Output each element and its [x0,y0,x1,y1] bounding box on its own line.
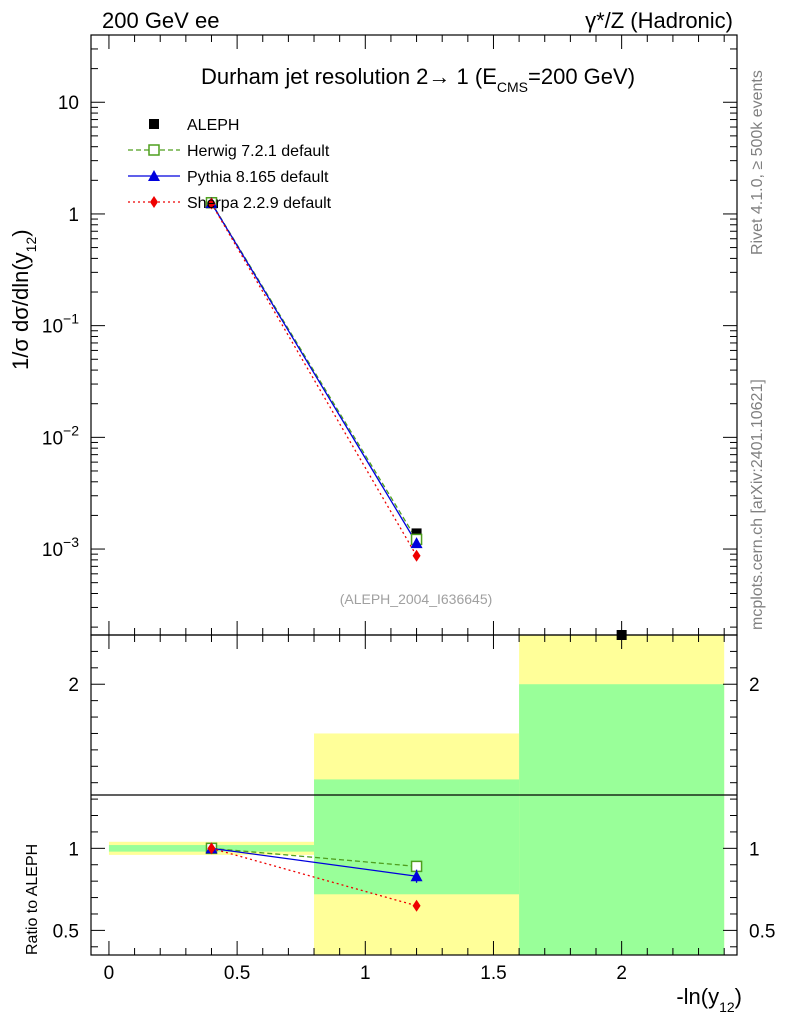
x-tick-label: 0 [104,963,115,984]
y-tick-label: 10−3 [42,534,79,561]
rivet-info: Rivet 4.1.0, ≥ 500k events [749,70,766,255]
legend: ALEPH Herwig 7.2.1 default Pythia 8.165 de… [128,117,332,212]
ylabel-sub: 12 [23,237,39,253]
legend-label-sherpa: Sherpa 2.2.9 default [187,195,332,212]
x-tick-label: 1 [360,963,371,984]
pythia-ratio-line [211,847,417,877]
y-tick-base: 10 [42,540,63,561]
y-axis-label: 1/σ dσ/dln(y12) [8,229,39,370]
y-tick-base: 10 [58,93,79,114]
title-main: Durham jet resolution 2→ 1 (E [201,64,497,89]
xlabel-main: -ln(y [676,984,719,1009]
ratio-tick-label-right: 1 [749,839,760,860]
ratio-tick-label-left: 0.5 [53,921,79,942]
xlabel-sub: 12 [719,999,735,1015]
title-tail: =200 GeV) [528,64,635,89]
y-tick-label: 10−2 [42,422,79,449]
x-tick-label: 1.5 [480,963,506,984]
main-series [205,196,627,640]
pythia-line [210,202,418,544]
y-tick-exponent: −2 [63,422,79,438]
ratio-tick-label-left: 1 [68,839,79,860]
analysis-tag: (ALEPH_2004_I636645) [340,591,493,607]
y-tick-label: 10 [58,93,79,114]
legend-label-data: ALEPH [187,117,239,134]
chart-title: Durham jet resolution 2→ 1 (ECMS=200 GeV… [201,64,635,95]
sherpa-ratio-point [207,842,216,855]
ylabel-tail: ) [8,229,33,236]
data-point-edge [616,630,627,640]
ylabel-main: 1/σ dσ/dln(y [8,252,33,370]
xlabel-tail: ) [735,984,742,1009]
sherpa-line [210,203,418,557]
ratio-tick-label-left: 2 [68,675,79,696]
y-tick-base: 10 [42,428,63,449]
title-sub: CMS [497,79,528,95]
pythia-point [410,537,423,549]
y-tick-label: 1 [68,205,79,226]
x-axis-label: -ln(y12) [676,984,742,1015]
legend-marker-pythia [148,170,160,181]
sherpa-point [412,549,421,562]
legend-label-herwig: Herwig 7.2.1 default [187,143,330,160]
sherpa-ratio-point [412,899,421,912]
ratio-series [205,842,423,912]
legend-label-pythia: Pythia 8.165 default [187,169,329,186]
header-right: γ*/Z (Hadronic) [585,8,733,33]
ratio-tick-label-right: 0.5 [749,921,775,942]
ratio-tick-label-right: 2 [749,675,760,696]
mcplots-info: mcplots.cern.ch [arXiv:2401.10621] [749,379,766,630]
herwig-ratio-line [211,847,417,868]
data-point [411,528,422,539]
x-tick-label: 0.5 [224,963,250,984]
legend-marker-sherpa [150,196,158,208]
y-tick-label: 10−1 [42,311,79,338]
y-tick-base: 10 [42,317,63,338]
legend-marker-data [149,119,159,129]
ratio-y-axis-label: Ratio to ALEPH [24,844,41,955]
sherpa-point [207,197,216,210]
ratio-bands [108,635,725,955]
sherpa-ratio-line [211,847,417,907]
y-tick-exponent: −3 [63,534,79,550]
y-tick-exponent: −1 [63,311,79,327]
header-left: 200 GeV ee [102,8,219,33]
legend-marker-herwig [148,144,160,156]
x-tick-label: 2 [616,963,627,984]
pythia-ratio-point [410,870,423,882]
y-tick-base: 1 [68,205,79,226]
ratio-band-green [519,684,725,955]
